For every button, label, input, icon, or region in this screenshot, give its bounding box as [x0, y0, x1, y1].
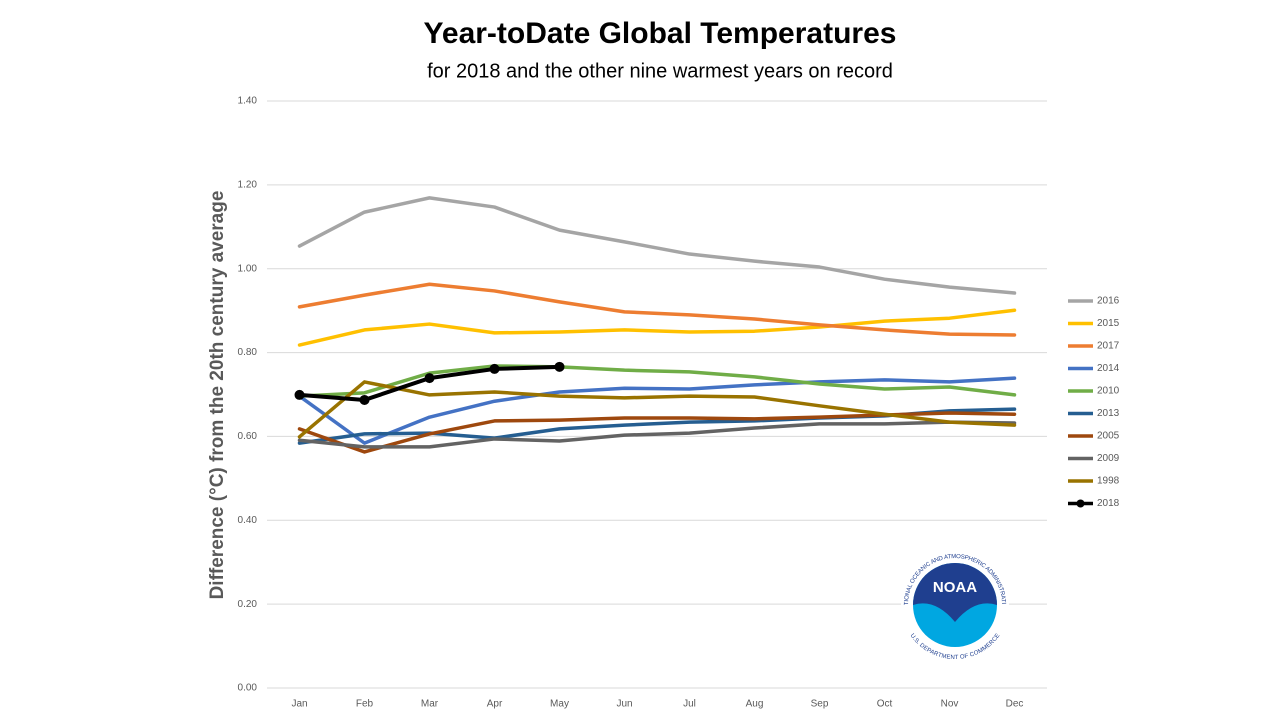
- series-line: [297, 282, 1017, 337]
- legend-label: 2015: [1097, 318, 1120, 329]
- series-line: [297, 376, 1017, 445]
- legend-label: 2017: [1097, 341, 1120, 352]
- legend-label: 2014: [1097, 363, 1120, 374]
- x-tick-label: Jul: [683, 699, 696, 710]
- chart-title: Year-toDate Global Temperatures: [424, 17, 897, 50]
- series-line: [297, 380, 1017, 439]
- x-tick-label: Sep: [811, 699, 829, 710]
- series-marker: [489, 363, 500, 374]
- series-line: [297, 364, 1017, 398]
- logo-top: [913, 563, 997, 622]
- y-tick-label: 0.00: [238, 683, 258, 694]
- y-tick-label: 1.00: [238, 263, 258, 274]
- legend-label: 2010: [1097, 386, 1120, 397]
- legend-label: 2018: [1097, 498, 1120, 509]
- legend-label: 2016: [1097, 296, 1120, 307]
- x-tick-label: Aug: [746, 699, 764, 710]
- y-tick-label: 1.20: [238, 179, 258, 190]
- series-marker: [359, 394, 370, 405]
- y-tick-label: 0.40: [238, 515, 258, 526]
- x-tick-label: Nov: [941, 699, 959, 710]
- y-tick-label: 0.60: [238, 431, 258, 442]
- y-tick-label: 0.20: [238, 599, 258, 610]
- x-tick-label: May: [550, 699, 569, 710]
- x-tick-label: Jan: [291, 699, 307, 710]
- legend-label: 2009: [1097, 453, 1120, 464]
- logo-text: NOAA: [933, 579, 977, 596]
- x-tick-label: Mar: [421, 699, 439, 710]
- x-tick-label: Apr: [487, 699, 503, 710]
- logo-ring-top-path: NATIONAL OCEANIC AND ATMOSPHERIC ADMINIS…: [0, 0, 1006, 605]
- legend-marker: [1076, 499, 1085, 508]
- logo-ring-top: NATIONAL OCEANIC AND ATMOSPHERIC ADMINIS…: [0, 0, 1006, 605]
- x-tick-label: Dec: [1006, 699, 1024, 710]
- x-tick-label: Jun: [616, 699, 632, 710]
- y-tick-label: 1.40: [238, 96, 258, 107]
- y-axis-label: Difference (°C) from the 20th century av…: [207, 191, 228, 600]
- x-tick-label: Oct: [877, 699, 893, 710]
- y-tick-label: 0.80: [238, 347, 258, 358]
- series-marker: [294, 389, 305, 400]
- legend-label: 1998: [1097, 476, 1120, 487]
- series-line: [297, 308, 1017, 347]
- series-marker: [554, 361, 565, 372]
- noaa-logo: NOAA NATIONAL OCEANIC AND ATMOSPHERIC AD…: [0, 0, 1007, 661]
- series-line: [297, 420, 1017, 449]
- x-tick-label: Feb: [356, 699, 374, 710]
- series-line: [297, 196, 1017, 295]
- legend-label: 2013: [1097, 408, 1120, 419]
- legend-label: 2005: [1097, 431, 1120, 442]
- chart-subtitle: for 2018 and the other nine warmest year…: [427, 60, 893, 82]
- series-marker: [424, 373, 435, 384]
